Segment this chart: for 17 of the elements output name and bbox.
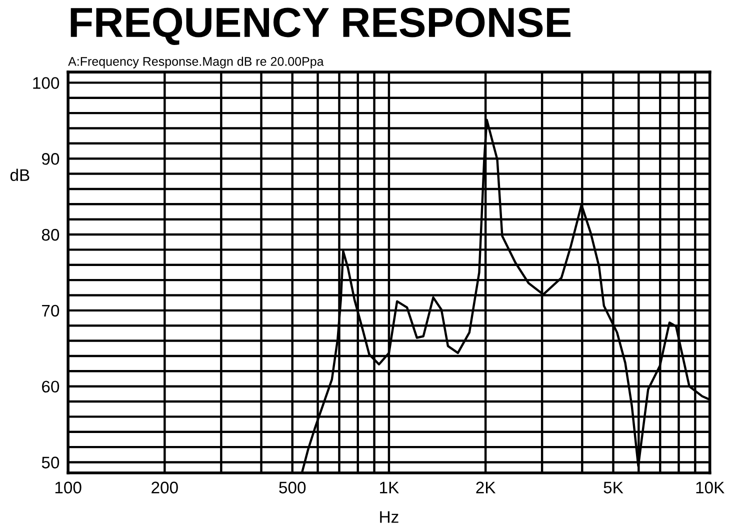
x-axis-title: Hz	[380, 511, 398, 523]
x-tick-label: 500	[279, 482, 306, 494]
y-tick-label: 60	[42, 380, 60, 393]
y-tick-label: 100	[33, 77, 60, 89]
x-tick-label: 200	[152, 482, 178, 494]
y-axis-title: dB	[10, 168, 30, 181]
chart-title: FREQUENCY RESPONSE	[70, 8, 570, 46]
x-tick-label: 5K	[604, 482, 624, 494]
x-tick-label: 10K	[696, 482, 724, 494]
x-tick-label: 2K	[476, 482, 496, 494]
x-tick-label: 100	[55, 482, 82, 494]
chart-subtitle: A:Frequency Response.Magn dB re 20.00Ppa	[68, 56, 324, 68]
y-tick-label: 80	[42, 228, 60, 241]
y-tick-label: 50	[42, 456, 60, 468]
y-tick-label: 70	[42, 304, 60, 317]
x-tick-label: 1K	[380, 482, 399, 494]
y-tick-label: 90	[42, 153, 60, 165]
